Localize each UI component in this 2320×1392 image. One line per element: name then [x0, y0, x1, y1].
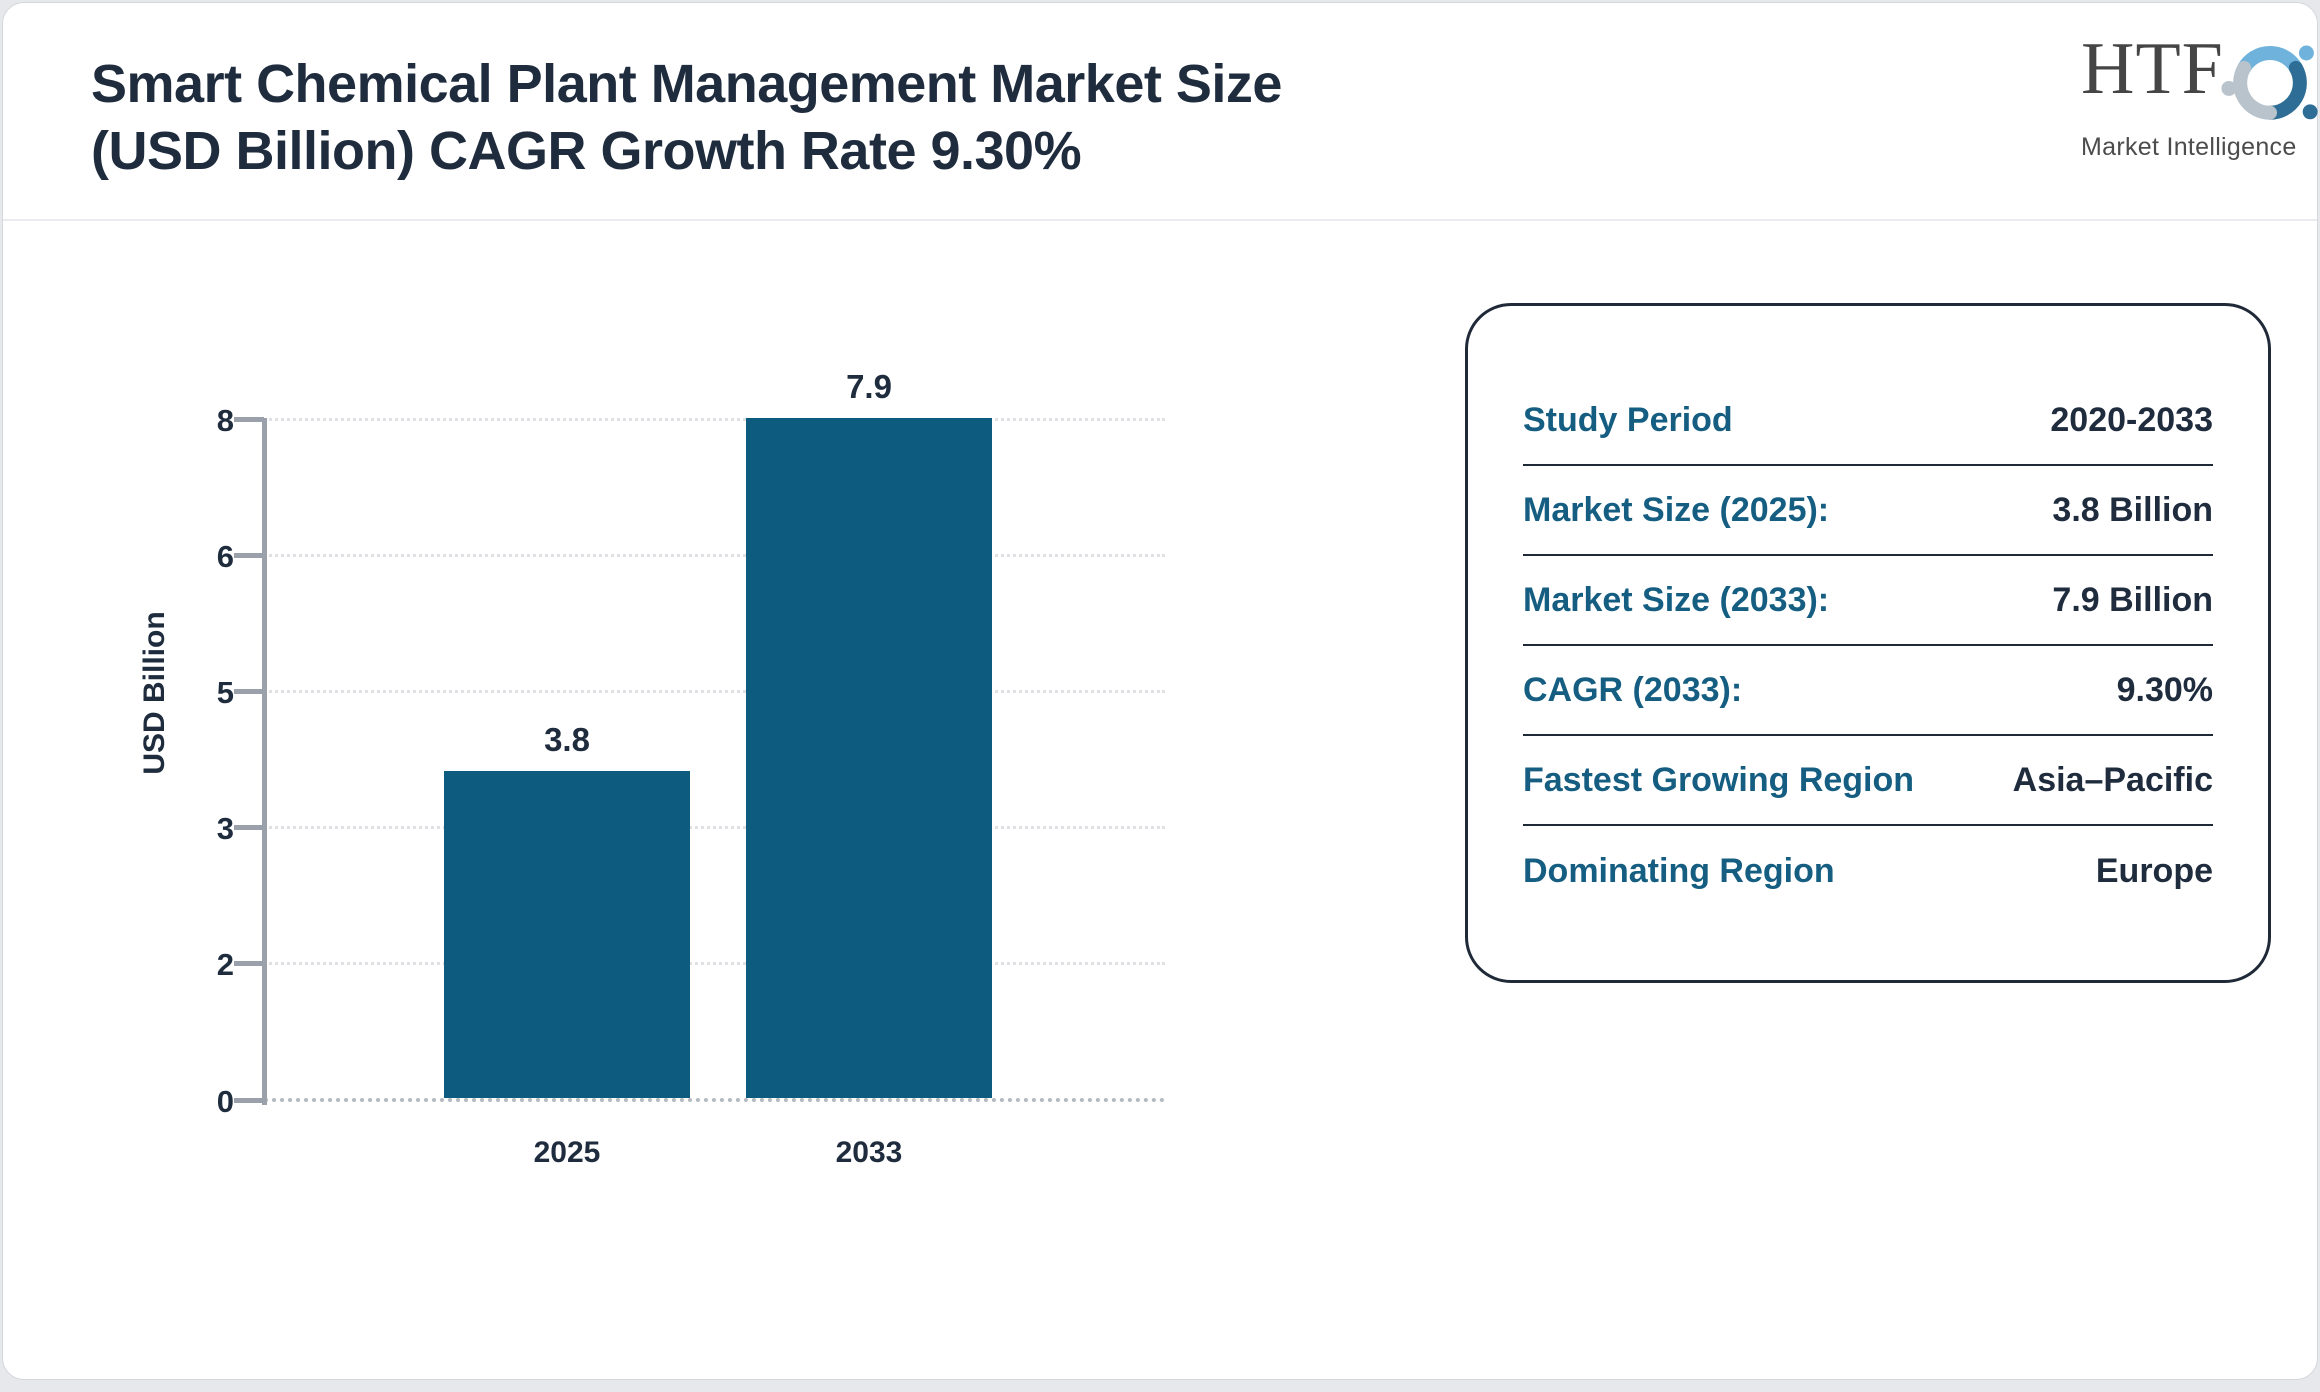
y-tick-label: 8	[216, 403, 234, 438]
summary-row-cagr: CAGR (2033): 9.30%	[1523, 646, 2213, 736]
summary-row-value: Europe	[2095, 851, 2213, 890]
summary-row-label: Market Size (2033):	[1523, 580, 1830, 619]
gridline-8: 8	[217, 403, 1165, 438]
y-tick-mark	[234, 1098, 264, 1103]
gridline-6: 6	[217, 539, 1165, 574]
summary-row-fastest-growing-region: Fastest Growing Region Asia–Pacific	[1523, 736, 2213, 826]
page-title-line-2: (USD Billion) CAGR Growth Rate 9.30%	[91, 121, 1082, 181]
y-tick-label: 0	[216, 1084, 234, 1119]
bar-chart-plot-area: 8 6 5 3 2 0 3.	[217, 368, 1165, 1119]
htf-logo: HTF Market Intelligence	[2081, 28, 2318, 162]
bar-2025	[444, 770, 690, 1098]
summary-row-label: Fastest Growing Region	[1523, 760, 1915, 799]
page-title-line-1: Smart Chemical Plant Management Market S…	[91, 54, 1282, 114]
y-tick-mark	[234, 961, 264, 966]
summary-row-value: 9.30%	[2116, 670, 2213, 709]
htf-swirl-icon	[2214, 25, 2320, 137]
summary-row-market-size-2025: Market Size (2025): 3.8 Billion	[1523, 466, 2213, 556]
y-tick-mark	[234, 553, 264, 558]
y-tick-mark	[234, 417, 264, 422]
y-tick-mark	[234, 825, 264, 830]
y-tick-label: 3	[216, 811, 234, 846]
bar-value-label-2033: 7.9	[846, 368, 892, 405]
summary-row-value: 7.9 Billion	[2052, 580, 2213, 619]
market-summary-card: Study Period 2020-2033 Market Size (2025…	[1465, 303, 2271, 983]
bar-2033	[746, 418, 992, 1098]
x-axis-baseline: 0	[217, 1084, 1165, 1119]
summary-row-label: Study Period	[1523, 400, 1733, 439]
y-tick-label: 5	[216, 675, 234, 710]
x-tick-label-2025: 2025	[533, 1136, 601, 1169]
page-title: Smart Chemical Plant Management Market S…	[91, 51, 1282, 185]
bar-value-label-2025: 3.8	[544, 720, 590, 758]
header-divider	[3, 219, 2317, 221]
summary-row-study-period: Study Period 2020-2033	[1523, 376, 2213, 466]
summary-row-dominating-region: Dominating Region Europe	[1523, 826, 2213, 916]
summary-row-value: 3.8 Billion	[2052, 490, 2213, 529]
summary-row-market-size-2033: Market Size (2033): 7.9 Billion	[1523, 556, 2213, 646]
summary-row-label: Dominating Region	[1523, 851, 1835, 890]
summary-row-label: Market Size (2025):	[1523, 490, 1830, 529]
htf-logo-tagline: Market Intelligence	[2081, 133, 2297, 161]
y-axis-title: USD Billion	[138, 611, 171, 775]
x-tick-label-2033: 2033	[835, 1136, 903, 1169]
bar-group-2033: 7.9	[746, 368, 992, 1098]
gridline-3: 3	[217, 811, 1165, 846]
y-tick-label: 6	[216, 539, 234, 574]
y-axis-line	[262, 418, 267, 1105]
y-tick-label: 2	[216, 947, 234, 982]
summary-row-value: 2020-2033	[2050, 400, 2213, 439]
htf-logo-text: HTF	[2081, 28, 2224, 110]
gridline-5: 5	[217, 675, 1165, 710]
summary-row-value: Asia–Pacific	[2012, 760, 2213, 799]
bar-group-2025: 3.8	[444, 418, 690, 1098]
htf-logo-row: HTF	[2081, 28, 2318, 137]
summary-row-label: CAGR (2033):	[1523, 670, 1743, 709]
gridline-2: 2	[217, 947, 1165, 982]
y-tick-mark	[234, 689, 264, 694]
